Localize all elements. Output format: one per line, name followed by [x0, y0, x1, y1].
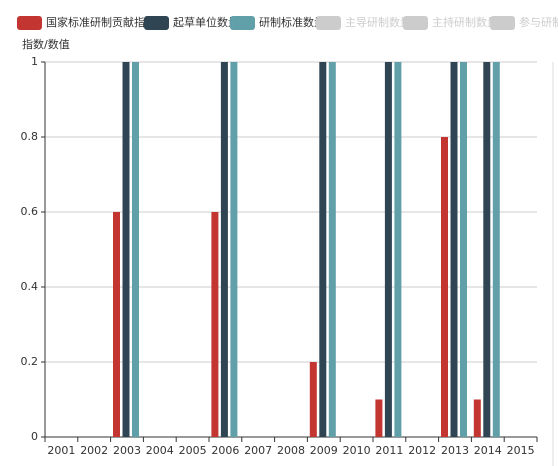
- bar: [450, 62, 458, 437]
- bar: [230, 62, 238, 437]
- x-tick-label: 2005: [179, 444, 207, 457]
- x-tick-label: 2009: [310, 444, 338, 457]
- bar: [394, 62, 402, 437]
- legend-swatch[interactable]: [144, 16, 169, 30]
- x-tick-label: 2012: [408, 444, 436, 457]
- bar: [220, 62, 228, 437]
- bar: [375, 399, 383, 437]
- legend-swatch[interactable]: [17, 16, 42, 30]
- legend-swatch[interactable]: [230, 16, 255, 30]
- legend-label[interactable]: 研制标准数量: [259, 15, 325, 29]
- legend-label[interactable]: 主持研制数量: [432, 15, 498, 29]
- x-tick-label: 2003: [113, 444, 141, 457]
- legend-label[interactable]: 起草单位数量: [173, 15, 239, 29]
- x-tick-label: 2014: [474, 444, 502, 457]
- x-tick-label: 2013: [441, 444, 469, 457]
- bar: [441, 137, 448, 437]
- bar: [113, 212, 120, 437]
- x-tick-label: 2007: [244, 444, 272, 457]
- bar: [492, 62, 500, 437]
- bar: [309, 362, 317, 437]
- legend-label[interactable]: 国家标准研制贡献指数: [46, 15, 156, 29]
- bar: [122, 62, 130, 437]
- bar: [319, 62, 327, 437]
- y-tick-label: 0.2: [21, 355, 39, 368]
- bar: [460, 62, 467, 437]
- x-tick-label: 2001: [47, 444, 75, 457]
- legend-swatch[interactable]: [316, 16, 341, 30]
- bar: [328, 62, 336, 437]
- legend-swatch[interactable]: [490, 16, 515, 30]
- bar: [132, 62, 139, 437]
- x-tick-label: 2004: [146, 444, 174, 457]
- legend-label[interactable]: 主导研制数量: [345, 16, 411, 29]
- x-tick-label: 2006: [211, 444, 239, 457]
- y-tick-label: 0.4: [21, 280, 39, 293]
- x-tick-label: 2015: [507, 444, 535, 457]
- x-tick-label: 2008: [277, 444, 305, 457]
- x-tick-label: 2011: [375, 444, 403, 457]
- y-tick-label: 1: [31, 55, 38, 68]
- bar: [483, 62, 491, 437]
- bar: [384, 62, 392, 437]
- legend-label[interactable]: 参与研制数量: [519, 15, 558, 29]
- y-tick-label: 0: [31, 430, 38, 443]
- bar: [473, 399, 481, 437]
- bar: [211, 212, 219, 437]
- x-tick-label: 2002: [80, 444, 108, 457]
- y-tick-label: 0.8: [21, 130, 39, 143]
- y-tick-label: 0.6: [21, 205, 39, 218]
- y-axis-label: 指数/数值: [22, 37, 70, 51]
- legend-swatch[interactable]: [403, 16, 428, 30]
- x-tick-label: 2010: [343, 444, 371, 457]
